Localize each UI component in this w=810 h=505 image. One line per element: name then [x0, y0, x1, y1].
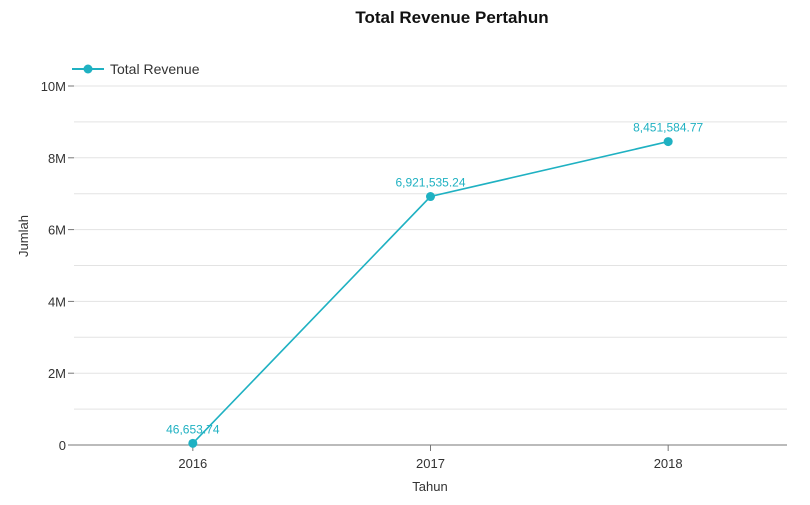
data-point[interactable] [663, 137, 673, 147]
y-tick-label: 4M [48, 294, 66, 309]
y-axis-ticks: 0 2M 4M 6M 8M 10M [41, 79, 74, 453]
data-label: 46,653.74 [166, 422, 220, 436]
series-total-revenue: 46,653.74 6,921,535.24 8,451,584.77 [166, 121, 704, 448]
data-label: 6,921,535.24 [395, 176, 465, 190]
y-tick-label: 0 [59, 438, 66, 453]
chart-title: Total Revenue Pertahun [355, 8, 548, 27]
y-tick-label: 2M [48, 366, 66, 381]
x-tick-label: 2018 [654, 456, 683, 471]
legend-dot-marker [83, 64, 93, 74]
y-tick-label: 6M [48, 223, 66, 238]
data-point[interactable] [188, 438, 198, 448]
data-label: 8,451,584.77 [633, 121, 703, 135]
legend-label: Total Revenue [110, 61, 200, 77]
x-tick-label: 2016 [178, 456, 207, 471]
legend[interactable]: Total Revenue [72, 61, 200, 77]
x-axis-ticks: 2016 2017 2018 [178, 445, 683, 471]
grid-lines [74, 85, 787, 410]
data-point[interactable] [426, 192, 435, 202]
y-axis-label: Jumlah [16, 215, 31, 257]
x-tick-label: 2017 [416, 456, 445, 471]
y-tick-label: 8M [48, 151, 66, 166]
x-axis-label: Tahun [412, 479, 447, 494]
y-tick-label: 10M [41, 79, 66, 94]
